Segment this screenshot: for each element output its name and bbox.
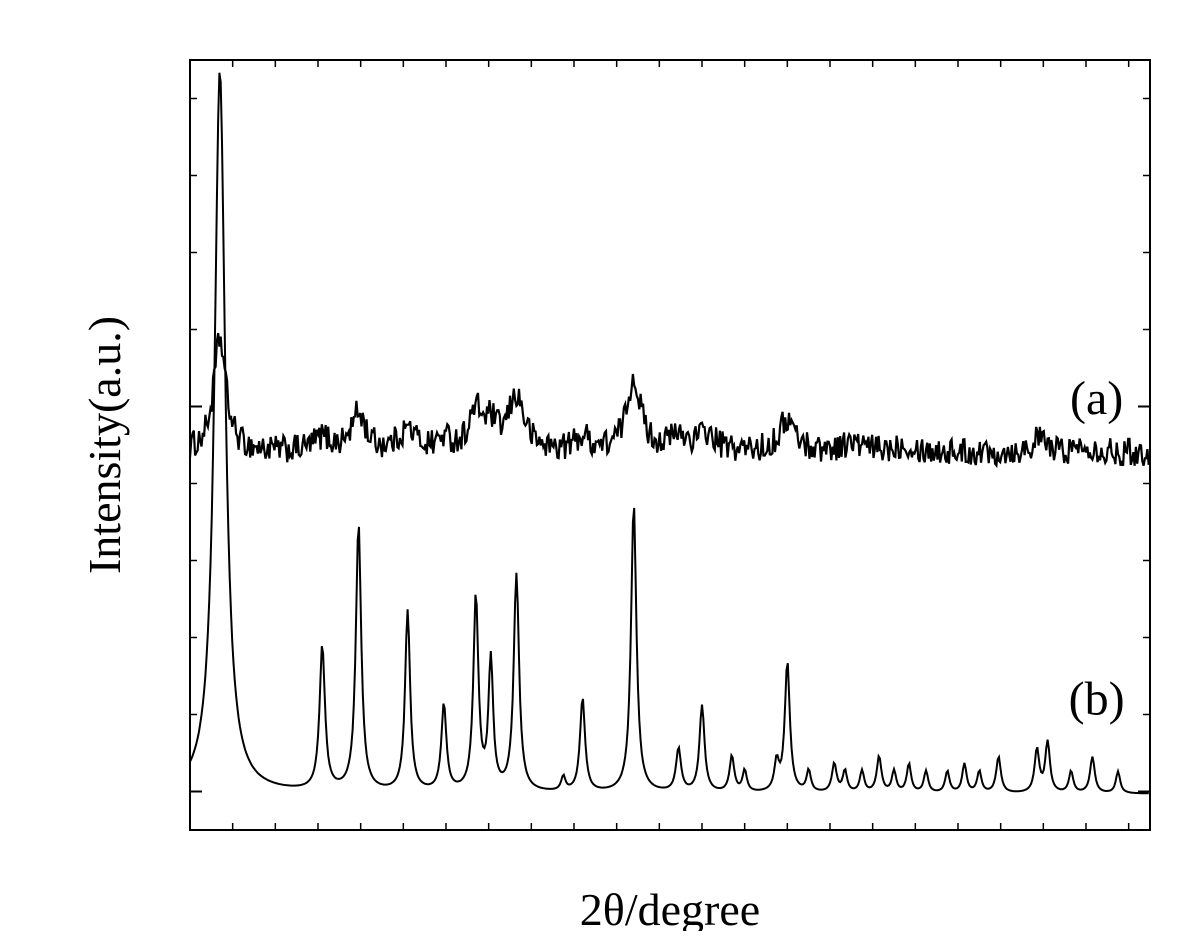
trace-a bbox=[190, 333, 1149, 466]
series-label-a: (a) bbox=[1070, 372, 1123, 425]
xrd-chart: 2θ/degree Intensity(a.u.) (a) (b) bbox=[20, 20, 1168, 931]
series-label-b: (b) bbox=[1069, 673, 1125, 726]
y-axis-label: Intensity(a.u.) bbox=[79, 316, 130, 574]
x-axis-label: 2θ/degree bbox=[580, 884, 760, 931]
chart-svg: 2θ/degree Intensity(a.u.) (a) (b) bbox=[20, 20, 1168, 931]
